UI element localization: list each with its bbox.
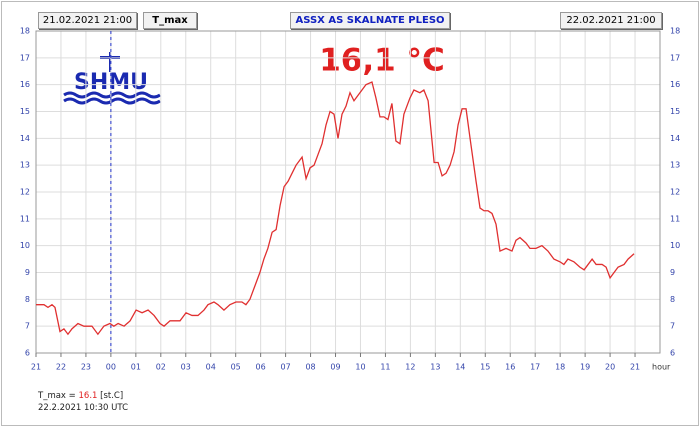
y-tick-label-right: 18 (670, 27, 680, 36)
y-tick-label-right: 11 (670, 214, 680, 223)
x-tick-label: 21 (31, 363, 41, 372)
grid (35, 30, 660, 354)
x-tick-label: 09 (330, 363, 340, 372)
annotation: 16,1 °C (319, 43, 445, 79)
footer-number: 16.1 (78, 391, 98, 401)
y-tick-label: 14 (20, 134, 30, 143)
x-tick-label: 20 (605, 363, 615, 372)
x-tick-label: 16 (505, 363, 515, 372)
y-tick-label-right: 8 (670, 295, 675, 304)
x-tick-label: 04 (206, 363, 216, 372)
series-line (36, 81, 635, 336)
footer-unit: [st.C] (100, 391, 124, 401)
x-tick-label: 07 (281, 363, 291, 372)
x-tick-label: 15 (480, 363, 490, 372)
x-axis-label: hour (652, 363, 671, 372)
y-tick-label: 17 (20, 53, 30, 62)
y-tick-label: 11 (20, 214, 30, 223)
logo: SHMU (63, 52, 161, 105)
plot-area (35, 30, 661, 354)
y-tick-label: 9 (25, 268, 30, 277)
footer-timestamp: 22.2.2021 10:30 UTC (38, 403, 129, 413)
x-tick-label: 21 (630, 363, 640, 372)
y-tick-label-right: 17 (670, 53, 680, 62)
x-tick-label: 18 (555, 363, 565, 372)
x-tick-label: 23 (81, 363, 91, 372)
x-tick-label: 19 (580, 363, 590, 372)
x-tick-label: 05 (231, 363, 241, 372)
y-tick-label-right: 6 (670, 349, 675, 358)
x-tick-label: 00 (106, 363, 116, 372)
y-tick-label: 8 (25, 295, 30, 304)
x-tick-label: 10 (355, 363, 365, 372)
x-tick-label: 14 (455, 363, 465, 372)
station: ASSX AS SKALNATE PLESO (290, 12, 450, 29)
y-tick-label-right: 7 (670, 322, 675, 331)
y-tick-label-right: 10 (670, 241, 680, 250)
x-tick-label: 08 (305, 363, 315, 372)
x-tick-label: 17 (530, 363, 540, 372)
x-tick-label: 11 (380, 363, 390, 372)
y-tick-label: 7 (25, 322, 30, 331)
start-date: 21.02.2021 21:00 (38, 12, 137, 29)
end-date: 22.02.2021 21:00 (560, 12, 662, 29)
y-tick-label-right: 15 (670, 107, 680, 116)
y-tick-label-right: 16 (670, 80, 680, 89)
x-tick-label: 13 (430, 363, 440, 372)
x-tick-label: 02 (156, 363, 166, 372)
y-tick-label: 15 (20, 107, 30, 116)
footer-label: T_max = (38, 391, 76, 401)
y-tick-label: 10 (20, 241, 30, 250)
y-tick-label-right: 12 (670, 188, 680, 197)
x-tick-label: 12 (405, 363, 415, 372)
x-tick-label: 01 (131, 363, 141, 372)
x-tick-label: 06 (256, 363, 266, 372)
y-tick-label: 6 (25, 349, 30, 358)
y-tick-label: 16 (20, 80, 30, 89)
y-tick-label-right: 14 (670, 134, 680, 143)
footer-value: T_max = 16.1 [st.C] (38, 391, 123, 401)
x-tick-label: 03 (181, 363, 191, 372)
y-tick-label: 12 (20, 188, 30, 197)
y-tick-label-right: 13 (670, 161, 680, 170)
y-tick-label-right: 9 (670, 268, 675, 277)
y-tick-label: 18 (20, 27, 30, 36)
variable: T_max (143, 12, 197, 29)
x-tick-label: 22 (56, 363, 66, 372)
y-tick-label: 13 (20, 161, 30, 170)
